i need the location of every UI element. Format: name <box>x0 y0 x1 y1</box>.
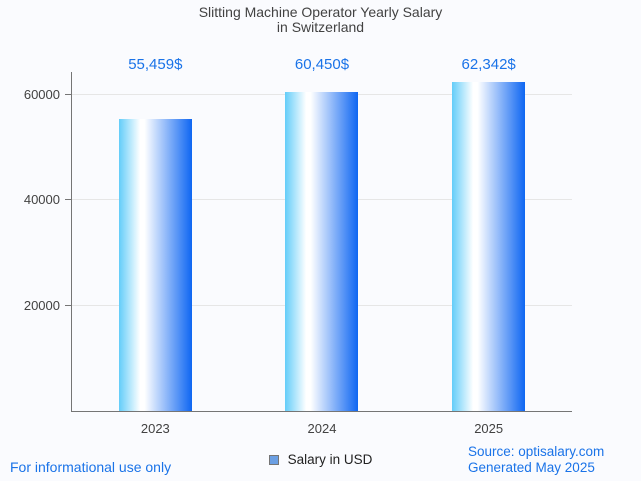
bar-group-2024: 60,450$ 2024 <box>239 56 406 436</box>
bar-value-label: 55,459$ <box>128 56 183 73</box>
bar-group-2023: 55,459$ 2023 <box>72 56 239 436</box>
y-axis-tick-label: 20000 <box>23 298 60 313</box>
disclaimer-text: For informational use only <box>10 459 172 475</box>
bar-value-label: 62,342$ <box>461 56 516 73</box>
y-axis-tick-label: 40000 <box>23 192 60 207</box>
y-axis-tick-label: 60000 <box>23 87 60 102</box>
chart-title: Slitting Machine Operator Yearly Salary … <box>0 5 641 35</box>
bar-group-2025: 62,342$ 2025 <box>405 56 572 436</box>
x-axis-label: 2023 <box>140 421 170 436</box>
y-axis-tickmark <box>65 94 71 95</box>
bar-2024[interactable] <box>285 92 359 411</box>
x-axis-label: 2025 <box>474 421 504 436</box>
source-text: Source: optisalary.com <box>468 444 605 459</box>
chart-title-line1: Slitting Machine Operator Yearly Salary <box>198 4 443 20</box>
generated-text: Generated May 2025 <box>468 460 595 475</box>
legend-label: Salary in USD <box>287 452 373 467</box>
legend: Salary in USD <box>0 452 641 467</box>
y-axis-tickmark <box>65 199 71 200</box>
bar-2025[interactable] <box>452 82 526 411</box>
x-axis-label: 2024 <box>307 421 337 436</box>
y-axis-tickmark <box>65 305 71 306</box>
chart-title-line2: in Switzerland <box>276 19 365 35</box>
source-block: Source: optisalary.com Generated May 202… <box>468 444 604 476</box>
bar-2023[interactable] <box>118 119 192 411</box>
legend-swatch-icon <box>268 454 279 465</box>
bar-value-label: 60,450$ <box>294 56 350 73</box>
plot-area: 20000 40000 60000 55,459$ 2023 60,450$ 2… <box>24 56 572 436</box>
